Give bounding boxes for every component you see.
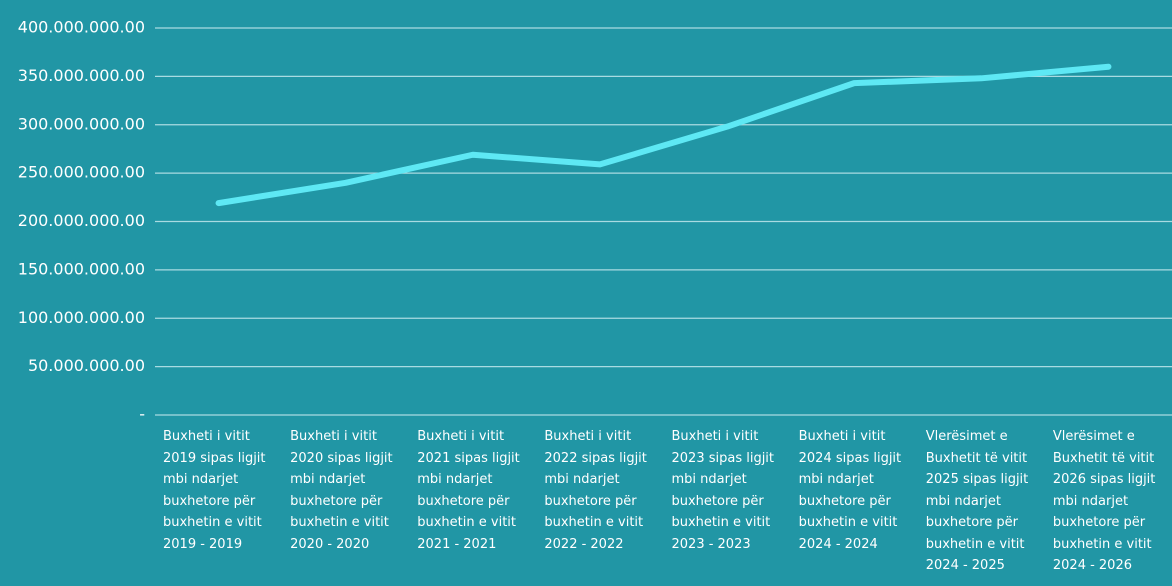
y-tick-label: 200.000.000.00 bbox=[18, 211, 145, 230]
y-tick-label: 150.000.000.00 bbox=[18, 259, 145, 278]
y-tick-label: 250.000.000.00 bbox=[18, 163, 145, 182]
x-tick-label: Vlerësimet e Buxhetit të vitit 2025 sipa… bbox=[925, 429, 1029, 573]
x-tick-label: Buxheti i vitit 2020 sipas ligjit mbi nd… bbox=[290, 429, 393, 552]
y-tick-label: 350.000.000.00 bbox=[18, 66, 145, 85]
y-tick-label: - bbox=[139, 405, 145, 424]
x-tick-label: Buxheti i vitit 2024 sipas ligjit mbi nd… bbox=[798, 429, 902, 552]
line bbox=[215, 63, 1112, 207]
y-tick-label: 400.000.000.00 bbox=[18, 18, 145, 37]
y-tick-label: 300.000.000.00 bbox=[18, 114, 145, 133]
x-tick-label: Buxheti i vitit 2021 sipas ligjit mbi nd… bbox=[417, 429, 520, 552]
y-tick-label: 100.000.000.00 bbox=[18, 308, 145, 327]
y-tick-label: 50.000.000.00 bbox=[28, 356, 145, 375]
x-tick-label: Buxheti i vitit 2022 sipas ligjit mbi nd… bbox=[544, 429, 647, 552]
x-tick-label: Buxheti i vitit 2023 sipas ligjit mbi nd… bbox=[671, 429, 775, 552]
x-tick-label: Vlerësimet e Buxhetit të vitit 2026 sipa… bbox=[1052, 429, 1156, 573]
x-tick-label: Buxheti i vitit 2019 sipas ligjit mbi nd… bbox=[163, 429, 266, 552]
